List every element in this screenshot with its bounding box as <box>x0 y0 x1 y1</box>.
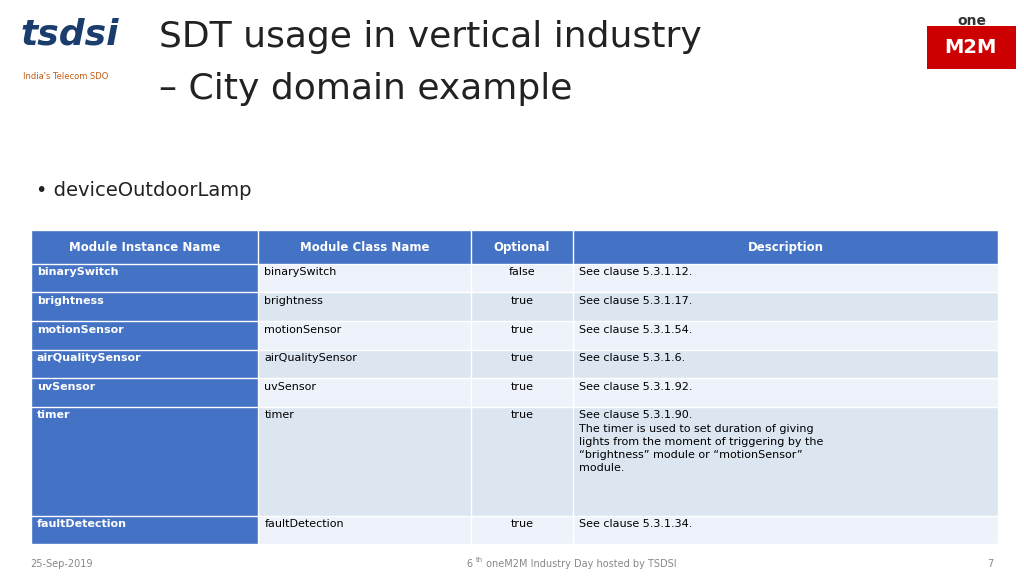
Text: uvSensor: uvSensor <box>37 382 95 392</box>
Text: true: true <box>510 353 534 363</box>
Text: Optional: Optional <box>494 241 550 253</box>
FancyBboxPatch shape <box>31 293 998 321</box>
Text: true: true <box>510 296 534 306</box>
FancyBboxPatch shape <box>31 350 998 378</box>
Text: Description: Description <box>748 241 823 253</box>
Text: See clause 5.3.1.92.: See clause 5.3.1.92. <box>579 382 692 392</box>
Text: 25-Sep-2019: 25-Sep-2019 <box>31 559 93 569</box>
FancyBboxPatch shape <box>31 321 258 350</box>
Text: th: th <box>476 558 483 563</box>
Text: motionSensor: motionSensor <box>37 324 124 335</box>
Text: tsdsi: tsdsi <box>20 17 119 51</box>
FancyBboxPatch shape <box>31 516 258 544</box>
Text: true: true <box>510 382 534 392</box>
FancyBboxPatch shape <box>31 407 998 516</box>
FancyBboxPatch shape <box>31 378 258 407</box>
Text: faultDetection: faultDetection <box>264 519 344 529</box>
Text: timer: timer <box>37 410 71 420</box>
Text: faultDetection: faultDetection <box>37 519 127 529</box>
Text: brightness: brightness <box>37 296 103 306</box>
Text: M2M: M2M <box>944 38 997 56</box>
FancyBboxPatch shape <box>31 407 258 516</box>
Text: one: one <box>957 14 986 28</box>
FancyBboxPatch shape <box>31 293 258 321</box>
Text: SDT usage in vertical industry: SDT usage in vertical industry <box>159 20 701 54</box>
Text: See clause 5.3.1.6.: See clause 5.3.1.6. <box>579 353 685 363</box>
Text: Module Instance Name: Module Instance Name <box>69 241 220 253</box>
Text: binarySwitch: binarySwitch <box>264 267 337 277</box>
Text: 6: 6 <box>466 559 472 569</box>
Text: Module Class Name: Module Class Name <box>300 241 429 253</box>
Text: true: true <box>510 519 534 529</box>
Text: airQualitySensor: airQualitySensor <box>37 353 141 363</box>
Text: brightness: brightness <box>264 296 324 306</box>
Text: uvSensor: uvSensor <box>264 382 316 392</box>
FancyBboxPatch shape <box>31 321 998 350</box>
Text: See clause 5.3.1.90.
The timer is used to set duration of giving
lights from the: See clause 5.3.1.90. The timer is used t… <box>579 410 823 473</box>
Text: timer: timer <box>264 410 294 420</box>
FancyBboxPatch shape <box>31 264 998 293</box>
Text: – City domain example: – City domain example <box>159 72 572 106</box>
FancyBboxPatch shape <box>31 230 998 264</box>
Text: oneM2M Industry Day hosted by TSDSI: oneM2M Industry Day hosted by TSDSI <box>483 559 677 569</box>
Text: See clause 5.3.1.54.: See clause 5.3.1.54. <box>579 324 692 335</box>
FancyBboxPatch shape <box>31 378 998 407</box>
Text: airQualitySensor: airQualitySensor <box>264 353 357 363</box>
FancyBboxPatch shape <box>927 26 1016 69</box>
Text: See clause 5.3.1.17.: See clause 5.3.1.17. <box>579 296 692 306</box>
Text: false: false <box>509 267 536 277</box>
FancyBboxPatch shape <box>31 516 998 544</box>
FancyBboxPatch shape <box>31 264 258 293</box>
Text: See clause 5.3.1.34.: See clause 5.3.1.34. <box>579 519 692 529</box>
Text: true: true <box>510 410 534 420</box>
Text: India's Telecom SDO: India's Telecom SDO <box>23 72 108 81</box>
FancyBboxPatch shape <box>31 350 258 378</box>
Text: binarySwitch: binarySwitch <box>37 267 119 277</box>
Text: 7: 7 <box>987 559 993 569</box>
Text: motionSensor: motionSensor <box>264 324 342 335</box>
Text: true: true <box>510 324 534 335</box>
Text: See clause 5.3.1.12.: See clause 5.3.1.12. <box>579 267 692 277</box>
Text: • deviceOutdoorLamp: • deviceOutdoorLamp <box>36 181 251 200</box>
